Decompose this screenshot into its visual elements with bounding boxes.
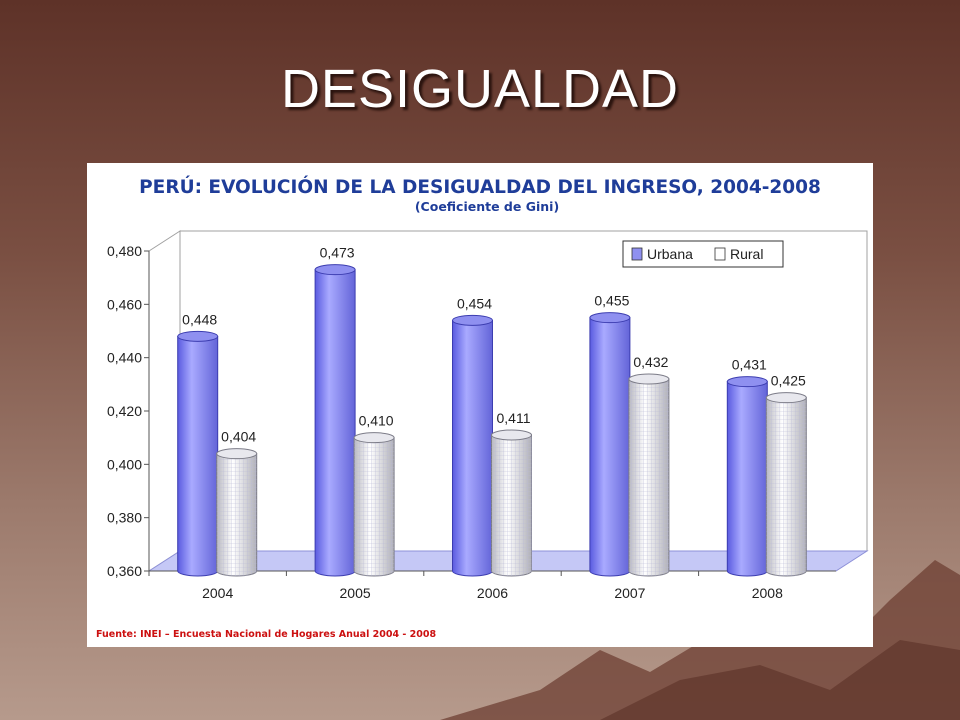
legend-urbana-swatch: [631, 247, 643, 261]
bar-rural-2005: 0,410: [353, 413, 395, 577]
legend-urbana-label: Urbana: [647, 246, 693, 262]
data-label: 0,455: [594, 293, 629, 309]
y-axis: 0,360 0,380 0,400 0,420 0,440 0,460 0,480: [107, 243, 150, 579]
data-label: 0,432: [633, 354, 668, 370]
data-label: 0,411: [497, 410, 531, 426]
bar-rural-2007: 0,432: [628, 354, 670, 577]
data-label: 0,410: [359, 413, 394, 429]
bar-rural-2004: 0,404: [216, 429, 258, 577]
bar-urbana-2007: 0,455: [589, 293, 631, 577]
gini-chart: PERÚ: EVOLUCIÓN DE LA DESIGUALDAD DEL IN…: [96, 176, 869, 640]
bar-urbana-2005: 0,473: [314, 245, 356, 577]
data-label: 0,431: [732, 357, 767, 373]
chart-title: PERÚ: EVOLUCIÓN DE LA DESIGUALDAD DEL IN…: [139, 176, 821, 198]
x-tick-label: 2005: [340, 585, 371, 601]
data-label: 0,454: [457, 295, 492, 311]
y-tick-label: 0,420: [107, 403, 142, 419]
chart-panel: PERÚ: EVOLUCIÓN DE LA DESIGUALDAD DEL IN…: [87, 163, 873, 647]
data-label: 0,448: [182, 311, 217, 327]
y-tick-label: 0,460: [107, 296, 142, 312]
x-tick-label: 2004: [202, 585, 233, 601]
legend: Urbana Rural: [622, 240, 784, 268]
legend-rural-swatch: [714, 247, 726, 261]
bar-rural-2008: 0,425: [765, 373, 807, 577]
bar-rural-2006: 0,411: [491, 410, 532, 577]
x-tick-label: 2006: [477, 585, 508, 601]
legend-box: [622, 240, 784, 268]
y-tick-label: 0,480: [107, 243, 142, 259]
bar-urbana-2008: 0,431: [726, 357, 768, 577]
y-tick-label: 0,380: [107, 510, 142, 526]
y-tick-label: 0,440: [107, 350, 142, 366]
y-tick-label: 0,400: [107, 456, 142, 472]
x-tick-label: 2008: [752, 585, 783, 601]
bar-urbana-2006: 0,454: [452, 295, 493, 577]
bar-urbana-2004: 0,448: [177, 311, 219, 577]
x-tick-label: 2007: [614, 585, 645, 601]
x-axis: 2004 2005 2006 2007 2008: [148, 570, 836, 601]
y-tick-label: 0,360: [107, 563, 142, 579]
slide-title: DESIGUALDAD: [280, 59, 680, 119]
legend-rural-label: Rural: [730, 246, 763, 262]
bars: 0,448 0,473 0,454 0,455 0,431 0,404 0,410 0,411…: [177, 245, 807, 577]
side-wall: [148, 230, 181, 572]
data-label: 0,404: [221, 429, 256, 445]
data-label: 0,425: [771, 373, 806, 389]
data-label: 0,473: [320, 245, 355, 261]
chart-subtitle: (Coeficiente de Gini): [415, 199, 559, 214]
chart-source: Fuente: INEI – Encuesta Nacional de Hoga…: [96, 629, 436, 640]
